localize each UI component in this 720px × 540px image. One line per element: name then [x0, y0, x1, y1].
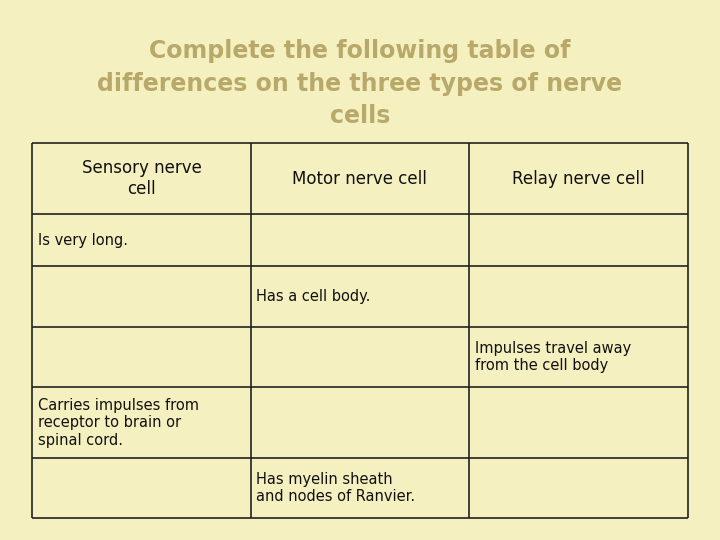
- Text: Has a cell body.: Has a cell body.: [256, 289, 371, 304]
- Text: Has myelin sheath
and nodes of Ranvier.: Has myelin sheath and nodes of Ranvier.: [256, 472, 415, 504]
- Text: cells: cells: [330, 104, 390, 128]
- Text: Impulses travel away
from the cell body: Impulses travel away from the cell body: [474, 341, 631, 373]
- Text: Sensory nerve
cell: Sensory nerve cell: [81, 159, 202, 198]
- Text: Relay nerve cell: Relay nerve cell: [512, 170, 644, 187]
- Text: Carries impulses from
receptor to brain or
spinal cord.: Carries impulses from receptor to brain …: [38, 397, 199, 448]
- Text: Is very long.: Is very long.: [38, 233, 128, 248]
- Text: Motor nerve cell: Motor nerve cell: [292, 170, 427, 187]
- Text: differences on the three types of nerve: differences on the three types of nerve: [97, 72, 623, 96]
- Text: Complete the following table of: Complete the following table of: [149, 39, 571, 63]
